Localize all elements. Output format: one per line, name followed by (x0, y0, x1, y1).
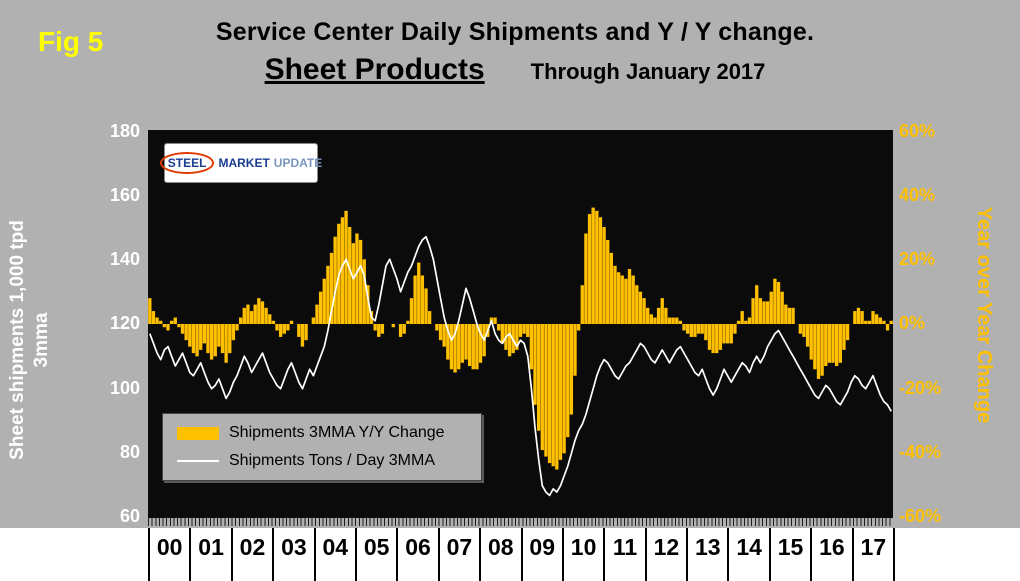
bar-swatch (177, 426, 219, 440)
right-axis-tick: 20% (899, 249, 936, 270)
right-axis-tick: 0% (899, 313, 926, 334)
x-axis-year-label: 03 (274, 528, 316, 581)
x-axis-year-label: 06 (398, 528, 440, 581)
plot-area: STEEL MARKET UPDATE Shipments 3MMA Y/Y C… (148, 130, 893, 518)
x-axis-year-label: 09 (523, 528, 564, 581)
logo-word-update: UPDATE (273, 156, 323, 170)
right-axis-tick: 60% (899, 121, 936, 141)
left-axis-tick: 60 (119, 505, 140, 526)
chart-canvas (148, 207, 893, 497)
line-swatch (177, 460, 219, 462)
left-axis-tick: 120 (109, 313, 140, 334)
right-axis-tick: -40% (899, 441, 942, 462)
left-axis-tick: 100 (109, 377, 140, 398)
left-axis-title-line2: 3mma (31, 312, 52, 368)
left-axis-tick: 140 (109, 249, 140, 270)
figure-number-label: Fig 5 (38, 26, 104, 57)
yoy-bars-series (148, 207, 893, 470)
x-axis-year-label: 00 (150, 528, 192, 581)
legend-label-line: Shipments Tons / Day 3MMA (229, 452, 436, 469)
chart-title-block: Service Center Daily Shipments and Y / Y… (100, 18, 930, 87)
legend-item-line: Shipments Tons / Day 3MMA (177, 452, 481, 470)
chart-subtitle-period: Through January 2017 (530, 59, 766, 84)
x-axis-year-label: 07 (440, 528, 482, 581)
left-axis-title-line1: Sheet shipments 1,000 tpd (7, 220, 28, 460)
x-axis-year-label: 05 (357, 528, 399, 581)
right-axis-title: Year over Year Change (973, 206, 995, 424)
x-axis-year-label: 15 (771, 528, 813, 581)
right-axis-tick: -60% (899, 505, 942, 526)
x-axis-year-label: 01 (191, 528, 233, 581)
x-axis-year-label: 12 (647, 528, 689, 581)
legend-item-bars: Shipments 3MMA Y/Y Change (177, 424, 481, 442)
x-axis-year-band: 00 01 02 03 04 05 06 07 08 09 10 11 12 13 14 15 16 17 (148, 528, 896, 581)
x-axis-year-label: 08 (481, 528, 523, 581)
legend-label-bars: Shipments 3MMA Y/Y Change (229, 424, 445, 441)
left-axis-tick: 80 (119, 441, 140, 462)
x-axis-year-label: 02 (233, 528, 275, 581)
legend: Shipments 3MMA Y/Y Change Shipments Tons… (162, 413, 482, 481)
right-axis-tick: 40% (899, 185, 936, 206)
left-axis-tick-labels: 180 160 140 120 100 80 60 (94, 121, 140, 527)
right-axis-tick-labels: 60% 40% 20% 0% -20% -40% -60% (899, 121, 951, 527)
left-axis-tick: 180 (109, 121, 140, 141)
right-axis-tick: -20% (899, 377, 942, 398)
left-axis-tick: 160 (109, 185, 140, 206)
logo-word-steel: STEEL (159, 152, 215, 174)
x-axis-year-label: 10 (564, 528, 606, 581)
x-axis-month-ticks (148, 518, 893, 526)
x-axis-year-label: 13 (688, 528, 730, 581)
x-axis-year-label: 04 (316, 528, 357, 581)
x-axis-year-label: 16 (812, 528, 854, 581)
x-axis-year-label: 17 (854, 528, 896, 581)
x-axis-year-label: 11 (605, 528, 647, 581)
x-axis-year-label: 14 (729, 528, 771, 581)
chart-subtitle-product: Sheet Products (264, 53, 485, 86)
steel-market-update-logo: STEEL MARKET UPDATE (159, 143, 322, 183)
logo-word-market: MARKET (218, 156, 270, 170)
shipments-line-series (149, 235, 892, 497)
left-axis-title: Sheet shipments 1,000 tpd 3mma (6, 160, 62, 520)
chart-title: Service Center Daily Shipments and Y / Y… (215, 18, 815, 46)
